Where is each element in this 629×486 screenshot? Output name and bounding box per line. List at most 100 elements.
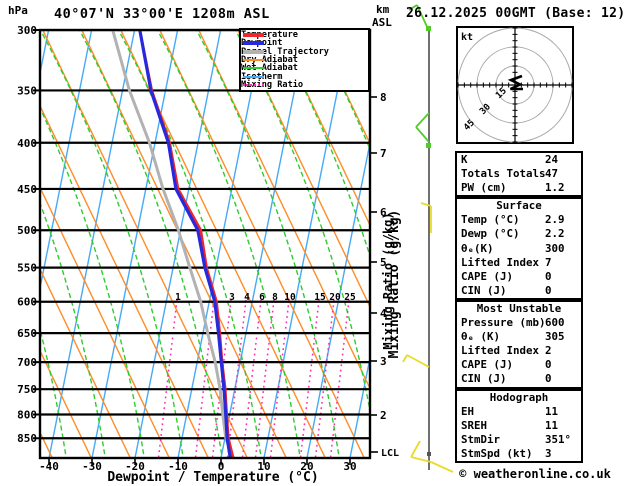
row-label: CAPE (J) (461, 358, 514, 372)
row-value: 2.2 (545, 227, 565, 241)
legend-item: Mixing Ratio (241, 81, 368, 90)
row-label: θₑ (K) (461, 330, 501, 344)
wind-barb (402, 354, 430, 368)
km-tick-label: 8 (380, 91, 387, 104)
km-tick-label: 4 (380, 307, 387, 320)
mixing-ratio-axis-label-shadow: Mixing Ratio (g/kg) (387, 210, 402, 359)
row-value: 600 (545, 316, 565, 330)
km-tick-label: 3 (380, 355, 387, 368)
table-row: Temp (°C) 2.9 (457, 213, 581, 227)
row-label: CIN (J) (461, 283, 507, 297)
pressure-tick-label: 350 (17, 84, 37, 97)
temp-tick-label: 10 (257, 460, 270, 473)
pressure-tick-label: 850 (17, 432, 37, 445)
parcel-trajectory-curve (111, 30, 235, 458)
mixing-ratio-line-label: 4 (244, 292, 250, 303)
row-value: 47 (545, 167, 559, 181)
row-label: CAPE (J) (461, 269, 514, 283)
copyright: © weatheronline.co.uk (459, 467, 611, 481)
temp-tick-label: 20 (300, 460, 313, 473)
table-row: StmDir 351° (457, 433, 581, 447)
legend-swatch (243, 33, 264, 38)
wind-profile (402, 4, 454, 473)
pressure-tick-label: 400 (17, 137, 37, 150)
legend-item: Dry Adiabat (241, 56, 368, 65)
legend-swatch (243, 59, 264, 62)
lcl-label: LCL (381, 448, 399, 459)
legend-swatch (243, 67, 264, 70)
row-label: EH (461, 404, 475, 418)
legend-label: Parcel Trajectory (241, 46, 329, 57)
altitude-unit-label-asl: ASL (372, 16, 392, 29)
pressure-tick-label: 650 (17, 327, 37, 340)
row-value: 0 (545, 358, 552, 372)
mixing-ratio-line-label: 25 (344, 292, 356, 303)
table-row: Dewp (°C) 2.2 (457, 227, 581, 241)
pressure-tick-label: 600 (17, 296, 37, 309)
legend-swatch (243, 83, 264, 86)
section-header: Most Unstable (476, 301, 562, 315)
mixing-ratio-lines (157, 299, 350, 458)
mixing-ratio-line-label: 6 (259, 292, 265, 303)
km-tick-label: 5 (380, 256, 387, 269)
temp-tick-label: 0 (218, 460, 225, 473)
row-label: StmSpd (kt) (461, 446, 533, 460)
row-label: CIN (J) (461, 372, 507, 386)
pressure-unit-label: hPa (8, 4, 28, 17)
row-label: PW (cm) (461, 181, 507, 195)
indices-table: K 24 Totals Totals 47 PW (cm) 1.2 Surface Temp … (455, 151, 583, 463)
legend-swatch (243, 75, 264, 78)
table-row: θₑ(K) 300 (457, 242, 581, 256)
temp-tick-label: -10 (168, 460, 188, 473)
row-value: 0 (545, 372, 552, 386)
row-value: 305 (545, 330, 565, 344)
km-tick-label: 2 (380, 409, 387, 422)
wind-barb (420, 202, 432, 233)
skewt-plot (40, 30, 370, 458)
km-axis: 8 7 6 5 4 3 2 LCL (371, 91, 399, 459)
pressure-axis: 300 350 400 450 500 550 600 650 700 750 800 850 (17, 24, 40, 445)
row-value: 2 (545, 344, 552, 358)
legend-item: Wet Adiabat (241, 64, 368, 73)
row-label: Lifted Index (461, 344, 540, 358)
row-value: 24 (545, 153, 559, 166)
table-row: SREH 11 (457, 419, 581, 433)
row-label: Lifted Index (461, 255, 540, 269)
legend-swatch (243, 49, 264, 54)
x-axis-title: Dewpoint / Temperature (°C) (107, 470, 318, 485)
mixing-ratio-line-labels: 1 3 4 6 8 10 15 20 25 (175, 292, 356, 303)
mixing-ratio-line-label: 8 (272, 292, 278, 303)
table-section: K 24 Totals Totals 47 PW (cm) 1.2 (455, 151, 583, 198)
table-row: Totals Totals 47 (457, 167, 581, 181)
table-row: CAPE (J) 0 (457, 270, 581, 284)
row-label: Totals Totals (461, 167, 546, 181)
table-row: PW (cm) 1.2 (457, 181, 581, 195)
pressure-tick-label: 300 (17, 24, 37, 37)
table-row: StmSpd (kt) 3 (457, 447, 581, 461)
date-label: 26.12.2025 00GMT (Base: 12) (406, 6, 626, 21)
pressure-tick-label: 750 (17, 383, 37, 396)
isotherm-lines (40, 30, 370, 458)
legend: Temperature Dewpoint Parcel Trajectory Dry … (239, 28, 370, 93)
table-row: Lifted Index 7 (457, 256, 581, 270)
legend-label: Temperature (241, 30, 298, 41)
row-label: Temp (°C) (461, 213, 520, 227)
row-label: Pressure (mb) (461, 316, 546, 330)
section-header: Surface (496, 199, 542, 213)
storm-motion-arrow (507, 74, 523, 91)
km-tick-label: 6 (380, 206, 387, 219)
temp-tick-label: -20 (125, 460, 145, 473)
legend-item: Temperature (241, 30, 368, 41)
row-value: 3 (545, 446, 552, 460)
table-row: CIN (J) 0 (457, 284, 581, 298)
temp-tick-label: -40 (39, 460, 59, 473)
legend-swatch (243, 41, 264, 46)
mixing-ratio-axis-label: Mixing Ratio (g/kg) (381, 212, 395, 349)
row-label: θₑ(K) (461, 241, 494, 255)
row-value: 1.2 (545, 181, 565, 195)
row-label: StmDir (461, 432, 501, 446)
row-value: 0 (545, 283, 552, 297)
table-row: Lifted Index 2 (457, 344, 581, 358)
